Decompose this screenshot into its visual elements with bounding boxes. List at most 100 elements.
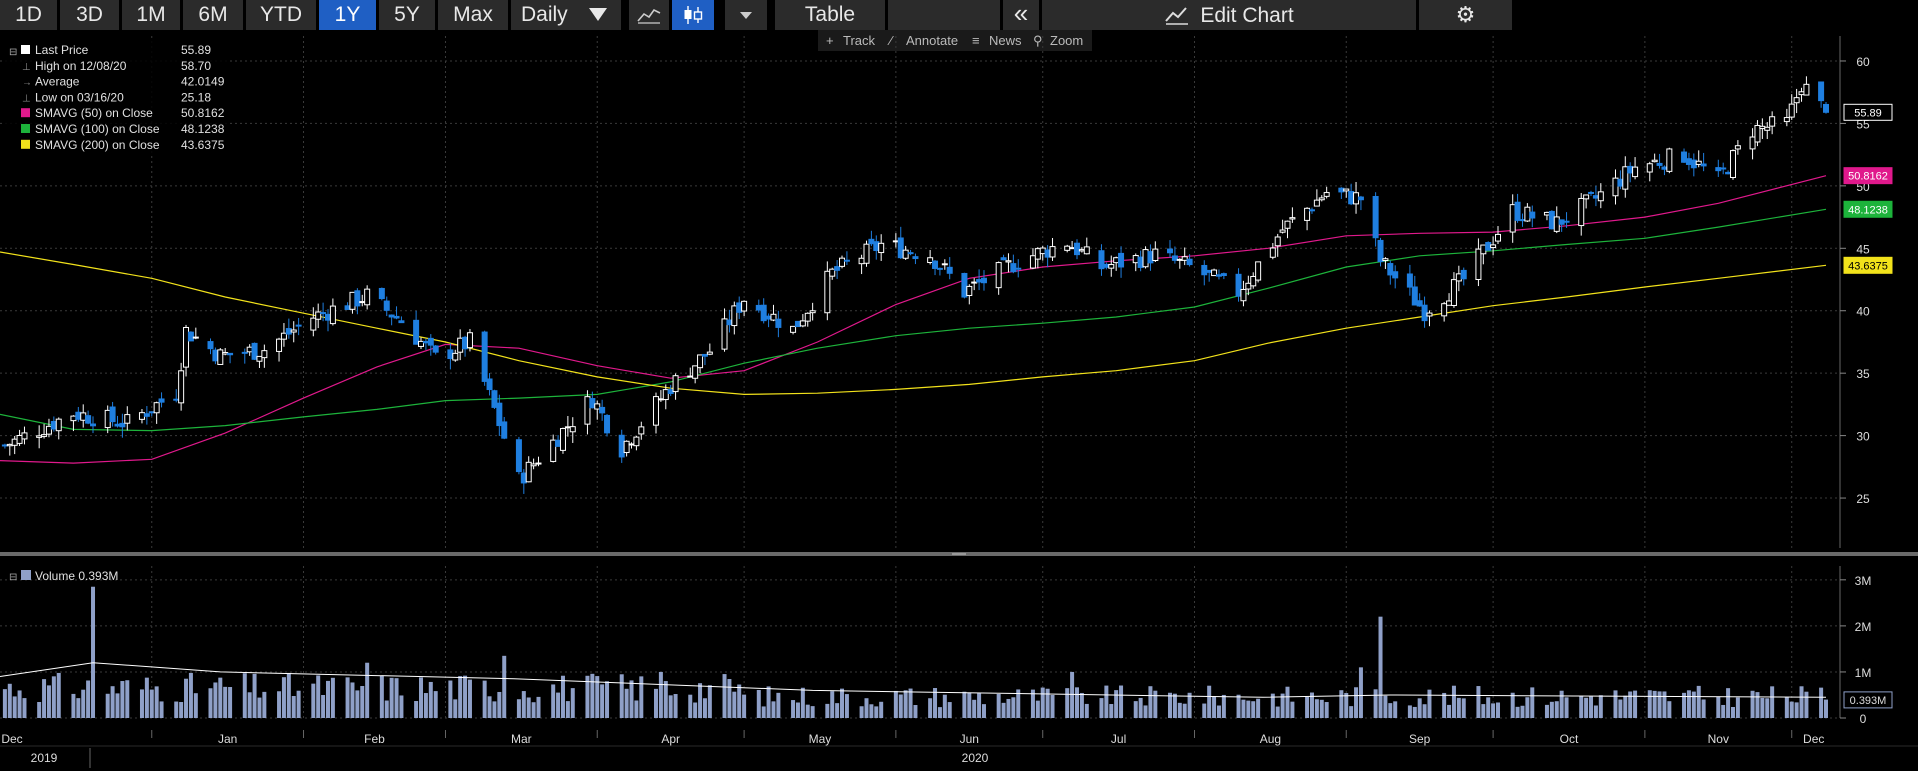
- candle-body: [1113, 257, 1120, 264]
- legend-label: Low on 03/16/20: [35, 90, 124, 104]
- candle-body: [295, 324, 302, 327]
- range-3d-button[interactable]: 3D: [60, 0, 119, 30]
- candle-body: [315, 311, 322, 320]
- range-1d-button[interactable]: 1D: [0, 0, 57, 30]
- volume-bar: [898, 694, 903, 718]
- volume-bar: [1716, 696, 1721, 718]
- volume-bar: [1383, 695, 1388, 718]
- candle-body: [324, 313, 331, 321]
- candle-body: [207, 341, 214, 350]
- candlestick-button[interactable]: [672, 0, 714, 30]
- annotate-tool[interactable]: ⁄ Annotate: [887, 33, 958, 48]
- volume-bar: [835, 703, 840, 718]
- volume-bar: [1544, 704, 1549, 718]
- volume-legend-collapse-icon[interactable]: ⊟: [9, 572, 17, 583]
- range-max-button[interactable]: Max: [438, 0, 508, 30]
- legend-value: 25.18: [181, 90, 211, 104]
- table-button[interactable]: Table: [775, 0, 885, 30]
- volume-bar: [928, 698, 933, 718]
- volume-bar: [859, 706, 864, 718]
- candle-body: [1754, 124, 1761, 143]
- volume-bar: [1633, 690, 1638, 718]
- volume-bar: [1344, 693, 1349, 718]
- volume-bar: [605, 681, 610, 718]
- volume-bar: [1109, 704, 1114, 718]
- volume-bar: [551, 684, 556, 718]
- volume-bar: [742, 694, 747, 718]
- candle-body: [1220, 273, 1227, 277]
- price-tag-label: 48.1238: [1848, 204, 1888, 216]
- candle-body: [799, 320, 806, 327]
- volume-bar: [1305, 696, 1310, 718]
- volume-bar: [1275, 706, 1280, 718]
- volume-bar: [1686, 690, 1691, 718]
- legend-label: Last Price: [35, 43, 89, 57]
- volume-bar: [1417, 698, 1422, 718]
- range-6m-button[interactable]: 6M: [183, 0, 243, 30]
- line-chart-icon: [637, 8, 661, 24]
- line-chart-button[interactable]: [629, 0, 669, 30]
- volume-bar: [105, 693, 110, 718]
- range-ytd-button[interactable]: YTD: [246, 0, 316, 30]
- volume-bar: [1770, 686, 1775, 718]
- volume-average-line: [0, 662, 1827, 698]
- candle-body: [1215, 274, 1222, 277]
- volume-bar: [1412, 706, 1417, 718]
- pane-divider-grip[interactable]: [952, 553, 966, 555]
- track-label: Track: [843, 33, 876, 48]
- candle-body: [1245, 282, 1252, 290]
- candle-body: [462, 336, 469, 350]
- volume-bar: [247, 692, 252, 718]
- candle-body: [1142, 249, 1149, 268]
- candle-body: [912, 256, 919, 260]
- volume-bar: [585, 675, 590, 718]
- legend-label: High on 12/08/20: [35, 59, 127, 73]
- zoom-tool[interactable]: ⚲ Zoom: [1033, 33, 1083, 48]
- candle-body: [329, 305, 336, 325]
- range-1y-button[interactable]: 1Y: [319, 0, 376, 30]
- candle-body: [192, 336, 199, 339]
- volume-bar: [1750, 690, 1755, 718]
- legend-value: 58.70: [181, 59, 211, 73]
- volume-bar: [502, 655, 507, 718]
- interval-select[interactable]: Daily: [511, 0, 621, 30]
- range-1m-button[interactable]: 1M: [122, 0, 180, 30]
- volume-bar: [120, 681, 125, 718]
- candle-body: [1, 444, 8, 447]
- candle-body: [1450, 279, 1457, 307]
- volume-bar: [556, 692, 561, 718]
- volume-bar: [1456, 697, 1461, 718]
- volume-bar: [1246, 700, 1251, 718]
- candle-body: [1460, 269, 1467, 280]
- volume-bar: [350, 682, 355, 718]
- candle-body: [217, 349, 224, 365]
- volume-bar: [7, 683, 12, 718]
- candle-body: [276, 338, 283, 352]
- volume-bar: [1177, 702, 1182, 718]
- volume-bar: [91, 586, 96, 718]
- candle-body: [584, 396, 591, 425]
- range-5y-button[interactable]: 5Y: [379, 0, 435, 30]
- volume-bar: [414, 701, 419, 718]
- track-tool[interactable]: + Track: [826, 33, 876, 48]
- settings-button[interactable]: ⚙: [1419, 0, 1512, 30]
- x-year-label: 2020: [962, 751, 989, 765]
- candle-body: [1681, 151, 1688, 163]
- candle-body: [178, 370, 185, 404]
- volume-bar: [1050, 694, 1055, 718]
- collapse-button[interactable]: «: [1003, 0, 1039, 30]
- volume-bar: [996, 693, 1001, 718]
- candle-body: [261, 350, 268, 359]
- volume-bar: [458, 676, 463, 718]
- volume-bar: [46, 685, 51, 718]
- candle-body: [1103, 263, 1110, 268]
- volume-bar: [1496, 702, 1501, 718]
- volume-bar: [213, 682, 218, 718]
- candle-body: [1490, 244, 1497, 249]
- legend-collapse-icon[interactable]: ⊟: [9, 47, 17, 58]
- candle-body: [11, 438, 18, 446]
- candle-body: [1749, 136, 1756, 150]
- news-tool[interactable]: ≡ News: [972, 33, 1022, 48]
- edit-chart-button[interactable]: Edit Chart: [1042, 0, 1416, 30]
- chart-type-dropdown[interactable]: [725, 0, 767, 30]
